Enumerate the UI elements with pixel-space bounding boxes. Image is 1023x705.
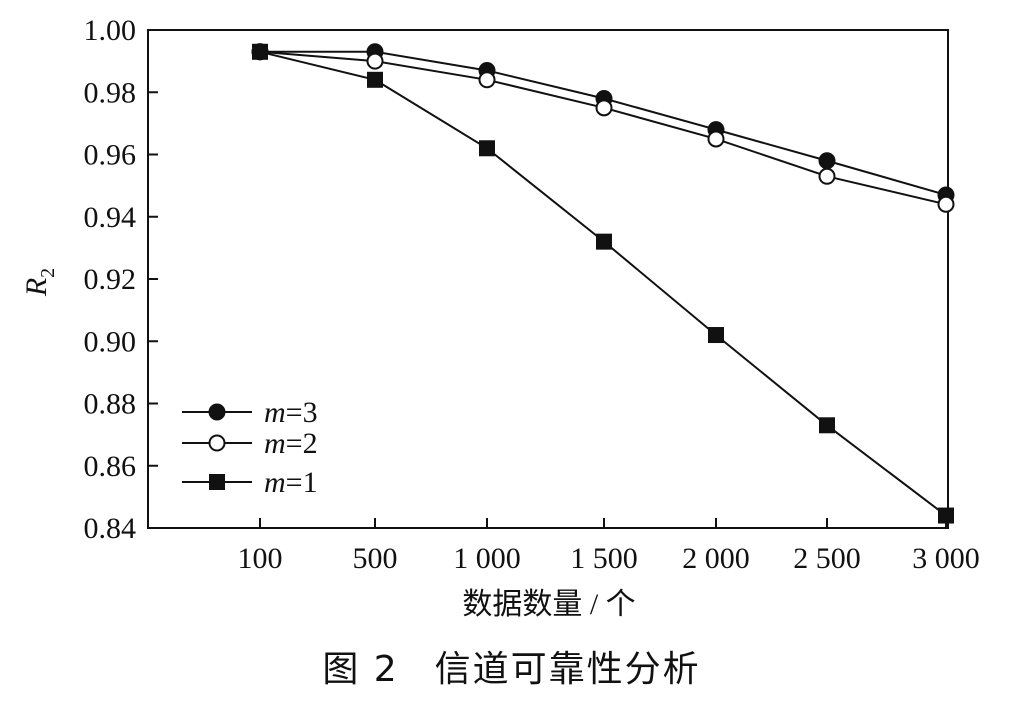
y-axis-title: R2 (20, 268, 59, 297)
data-point-m2 (937, 195, 955, 213)
legend-item-m2: m=2 (182, 427, 318, 460)
data-point-m1 (252, 43, 268, 60)
data-point-m1 (819, 417, 835, 434)
y-tick-label: 0.96 (84, 139, 137, 172)
caption-title: 信道可靠性分析 (434, 649, 701, 690)
series-m2 (251, 43, 955, 213)
series-line-m1 (259, 50, 947, 517)
y-tick-label: 0.86 (84, 450, 137, 483)
y-tick-label: 0.90 (84, 325, 137, 358)
legend-var: m (264, 466, 286, 499)
data-point-legend-m1 (209, 474, 225, 490)
legend-var: m (264, 396, 286, 429)
y-tick-label: 1.00 (84, 14, 137, 47)
data-point-m2 (818, 167, 836, 185)
data-point-m1 (596, 233, 612, 250)
legend-item-m1: m=1 (182, 466, 318, 499)
legend-label: m=3 (264, 396, 318, 429)
series-line-m3 (260, 50, 947, 196)
figure-caption: 图 2 信道可靠性分析 (0, 640, 1023, 692)
y-axis: 0.84 0.86 0.88 0.90 0.92 0.94 0.96 0.98 1.00 (84, 14, 158, 545)
series-line-m2 (259, 50, 947, 206)
legend-eq: =1 (286, 466, 318, 499)
y-tick-label: 0.94 (84, 201, 137, 234)
x-axis: 100 500 1 000 1 500 2 000 2 500 3 000 (238, 518, 980, 575)
legend-label: m=2 (264, 427, 318, 460)
y-tick-label: 0.84 (84, 512, 137, 545)
x-tick-label: 3 000 (912, 542, 980, 575)
data-point-m1 (367, 71, 383, 88)
data-point-m1 (938, 507, 954, 524)
data-point-m1 (708, 327, 724, 344)
series-group (251, 43, 955, 524)
x-tick-label: 100 (238, 542, 283, 575)
legend-item-m3: m=3 (182, 396, 318, 429)
y-axis-title-main: R (20, 278, 53, 297)
x-tick-label: 1 000 (453, 542, 521, 575)
legend-eq: =3 (286, 396, 318, 429)
y-tick-label: 0.88 (84, 388, 137, 421)
legend: m=3m=2m=1 (182, 396, 318, 499)
data-point-m2 (595, 99, 613, 117)
legend-var: m (264, 427, 286, 460)
data-point-m2 (366, 52, 384, 70)
x-tick-label: 500 (353, 542, 398, 575)
data-point-legend-m2 (208, 434, 226, 452)
x-tick-label: 2 000 (682, 542, 750, 575)
data-point-legend-m3 (208, 403, 226, 421)
x-axis-title: 数据数量 / 个 (462, 588, 635, 621)
data-point-m2 (478, 71, 496, 89)
legend-eq: =2 (286, 427, 318, 460)
caption-label: 图 2 (322, 649, 399, 690)
series-m1 (252, 43, 954, 524)
data-point-m2 (707, 130, 725, 148)
legend-label: m=1 (264, 466, 318, 499)
series-m3 (251, 43, 955, 204)
x-tick-label: 1 500 (570, 542, 638, 575)
y-tick-label: 0.92 (84, 263, 137, 296)
x-tick-label: 2 500 (793, 542, 861, 575)
y-axis-title-sub: 2 (37, 268, 59, 278)
y-tick-label: 0.98 (84, 76, 137, 109)
data-point-m3 (818, 152, 836, 170)
data-point-m1 (479, 140, 495, 157)
line-chart: 0.84 0.86 0.88 0.90 0.92 0.94 0.96 0.98 1.00 100… (20, 14, 980, 621)
